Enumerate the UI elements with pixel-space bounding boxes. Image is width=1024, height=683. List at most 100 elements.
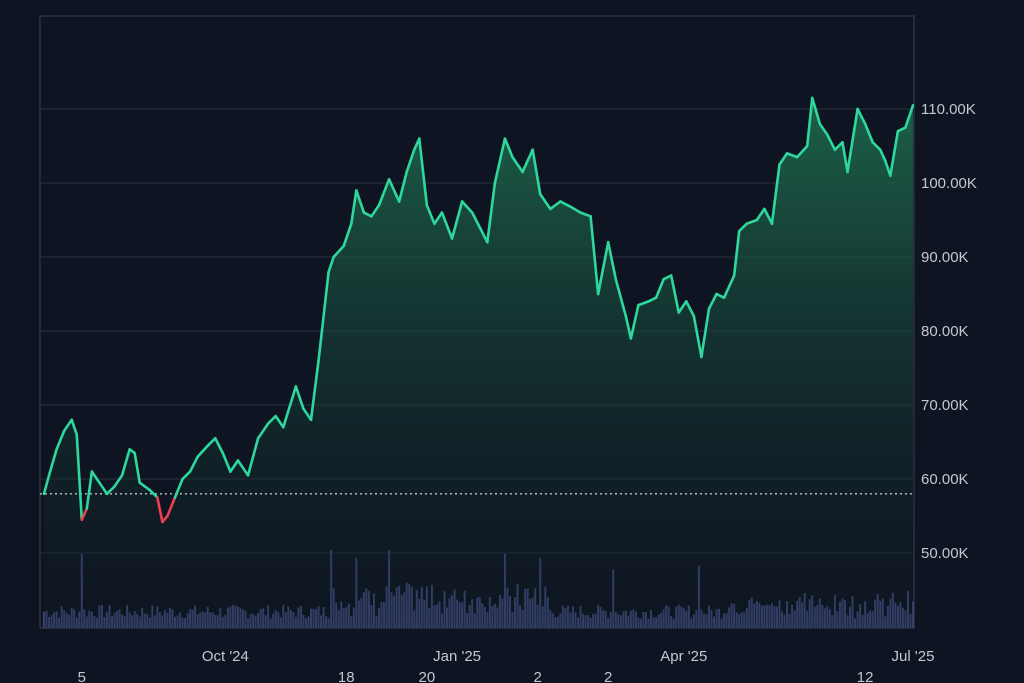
price-segment — [148, 488, 159, 499]
price-segment — [425, 203, 436, 225]
price-segment — [722, 274, 736, 300]
price-segment — [342, 222, 353, 248]
price-segment — [614, 277, 628, 318]
price-segment — [700, 307, 711, 359]
y-axis-labels: 50.00K 60.00K 70.00K 80.00K 90.00K 100.00K 110… — [921, 101, 977, 562]
x-sub-label: 18 — [338, 669, 355, 683]
price-segment — [55, 429, 66, 451]
price-segment — [531, 148, 542, 196]
price-segment — [90, 470, 101, 485]
price-segment — [856, 107, 867, 126]
price-segment — [833, 141, 844, 151]
price-segment — [732, 229, 741, 277]
price-segment — [221, 451, 232, 473]
price-segment — [624, 314, 633, 340]
price-segment — [763, 207, 774, 225]
x-tick-label: Apr '25 — [660, 648, 707, 665]
price-segment — [120, 448, 131, 477]
price-segment — [715, 292, 726, 300]
y-tick-label: 60.00K — [921, 471, 969, 488]
price-segment — [355, 189, 366, 214]
price-segment — [206, 436, 217, 448]
price-segment — [229, 459, 240, 473]
price-segment — [521, 148, 534, 174]
price-segment — [349, 189, 358, 225]
price-segment — [133, 451, 142, 485]
price-line[interactable] — [42, 96, 914, 524]
x-sub-label: 20 — [419, 669, 436, 683]
price-segment — [548, 200, 562, 211]
price-segment — [418, 137, 429, 207]
price-segment — [281, 385, 298, 429]
price-segment — [274, 414, 285, 429]
price-segment — [309, 359, 320, 422]
x-tick-label: Jul '25 — [892, 648, 935, 665]
price-segment — [213, 436, 225, 455]
price-segment — [166, 496, 177, 518]
price-segment — [47, 448, 58, 477]
price-segment — [778, 152, 789, 166]
price-segment — [362, 211, 373, 218]
price-segment — [196, 444, 210, 459]
price-segment — [42, 473, 51, 496]
price-segment — [138, 481, 152, 492]
price-segment — [80, 507, 89, 522]
price-area-fill — [44, 97, 913, 628]
price-segment — [246, 436, 260, 477]
x-tick-label: Jan '25 — [433, 648, 481, 665]
price-segment — [370, 203, 381, 218]
price-segment — [105, 485, 116, 496]
price-segment — [669, 274, 681, 314]
price-segment — [440, 211, 454, 240]
price-segment — [332, 244, 346, 259]
price-segment — [478, 226, 489, 244]
x-axis-labels: Oct '24 Jan '25 Apr '25 Jul '255 18 20 2 2 12 — [78, 648, 935, 683]
price-segment — [596, 240, 610, 296]
price-segment — [662, 274, 673, 281]
price-segment — [85, 470, 94, 510]
price-segment — [70, 418, 79, 436]
price-segment — [770, 163, 781, 225]
x-sub-label: 2 — [534, 669, 542, 683]
price-segment — [846, 107, 859, 174]
price-segment — [503, 137, 514, 159]
price-segment — [397, 170, 409, 203]
x-tick-label: Oct '24 — [202, 648, 249, 665]
price-segment — [62, 418, 74, 433]
price-segment — [826, 133, 837, 151]
x-sub-label: 2 — [604, 669, 612, 683]
price-segment — [896, 126, 907, 133]
y-tick-label: 110.00K — [921, 101, 976, 118]
price-segment — [266, 414, 278, 425]
price-segment — [450, 200, 464, 240]
price-segment — [589, 215, 600, 296]
price-segment — [904, 104, 914, 129]
price-segment — [559, 200, 572, 208]
price-segment — [327, 255, 335, 274]
price-segment — [75, 433, 84, 522]
price-segment — [818, 122, 829, 137]
price-segment — [302, 407, 313, 422]
price-segment — [841, 141, 849, 174]
y-tick-label: 80.00K — [921, 323, 969, 340]
price-segment — [486, 181, 497, 244]
price-segment — [647, 296, 658, 303]
price-segment — [685, 300, 696, 318]
price-segment — [538, 192, 552, 211]
y-tick-label: 70.00K — [921, 397, 969, 414]
price-segment — [173, 477, 184, 499]
price-segment — [878, 148, 887, 163]
price-segment — [629, 303, 640, 340]
price-segment — [707, 292, 718, 311]
y-tick-label: 50.00K — [921, 545, 969, 562]
price-segment — [511, 155, 524, 174]
price-segment — [460, 200, 474, 214]
price-segment — [98, 481, 109, 496]
price-segment — [637, 300, 650, 307]
price-segment — [181, 470, 192, 481]
price-segment — [156, 496, 164, 524]
price-segment — [785, 152, 799, 159]
price-segment — [377, 178, 391, 207]
price-segment — [871, 141, 882, 151]
